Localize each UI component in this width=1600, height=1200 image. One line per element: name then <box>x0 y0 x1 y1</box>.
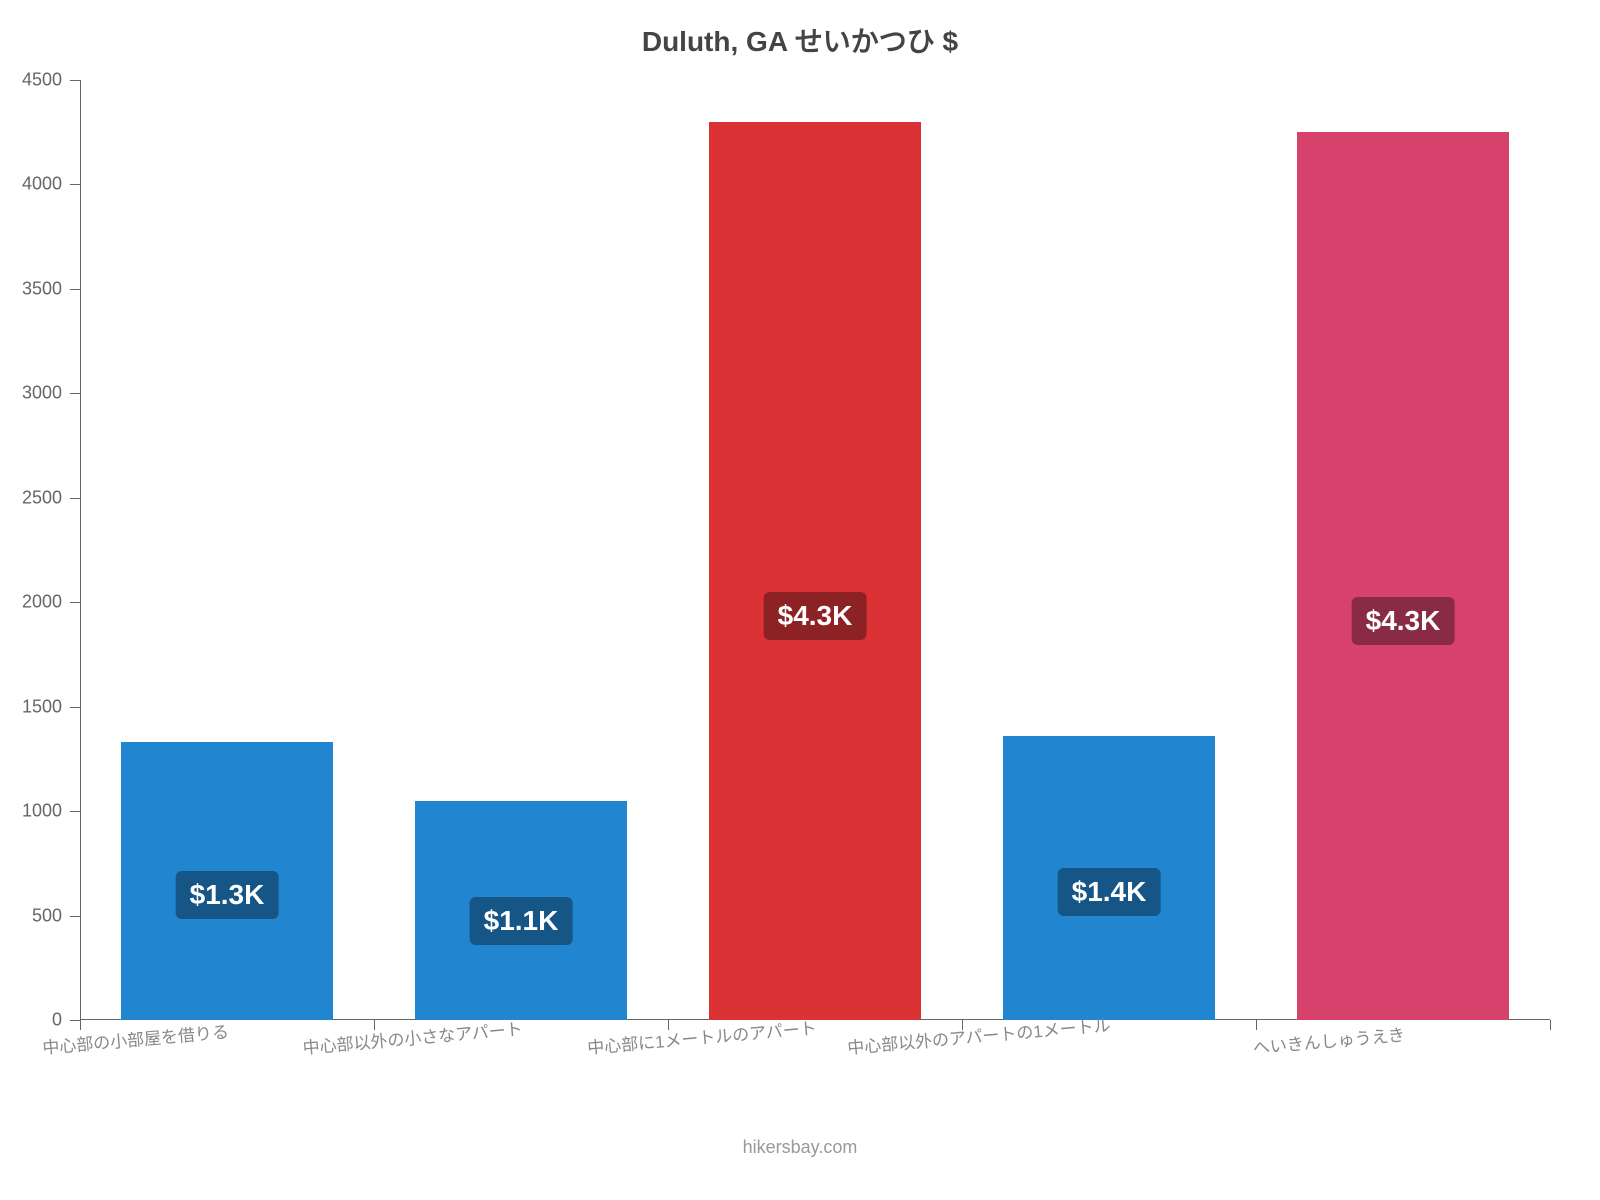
bar-value-label: $4.3K <box>1352 597 1455 645</box>
y-tick-label: 3500 <box>22 278 80 299</box>
bar-value-label: $1.3K <box>176 871 279 919</box>
bar: $1.3K <box>121 742 333 1020</box>
y-tick-label: 2500 <box>22 487 80 508</box>
chart-title: Duluth, GA せいかつひ $ <box>10 20 1590 60</box>
y-tick-label: 1000 <box>22 801 80 822</box>
bar: $1.4K <box>1003 736 1215 1020</box>
y-tick-label: 1500 <box>22 696 80 717</box>
bar-value-label: $4.3K <box>764 592 867 640</box>
bar-value-label: $1.1K <box>470 897 573 945</box>
bar: $4.3K <box>709 122 921 1020</box>
y-tick-label: 4500 <box>22 70 80 91</box>
y-tick-label: 3000 <box>22 383 80 404</box>
chart-container: Duluth, GA せいかつひ $ $1.3K$1.1K$4.3K$1.4K$… <box>10 20 1590 1180</box>
bar-value-label: $1.4K <box>1058 868 1161 916</box>
y-tick-label: 2000 <box>22 592 80 613</box>
bar: $4.3K <box>1297 132 1509 1020</box>
plot-area: $1.3K$1.1K$4.3K$1.4K$4.3K 05001000150020… <box>80 80 1550 1020</box>
y-tick-label: 4000 <box>22 174 80 195</box>
bar: $1.1K <box>415 801 627 1020</box>
footer-credit: hikersbay.com <box>10 1137 1590 1158</box>
bars-area: $1.3K $1.1K $4.3K $1.4K $4.3K <box>80 80 1550 1020</box>
y-tick-label: 500 <box>32 905 80 926</box>
x-tick <box>1550 1020 1551 1030</box>
